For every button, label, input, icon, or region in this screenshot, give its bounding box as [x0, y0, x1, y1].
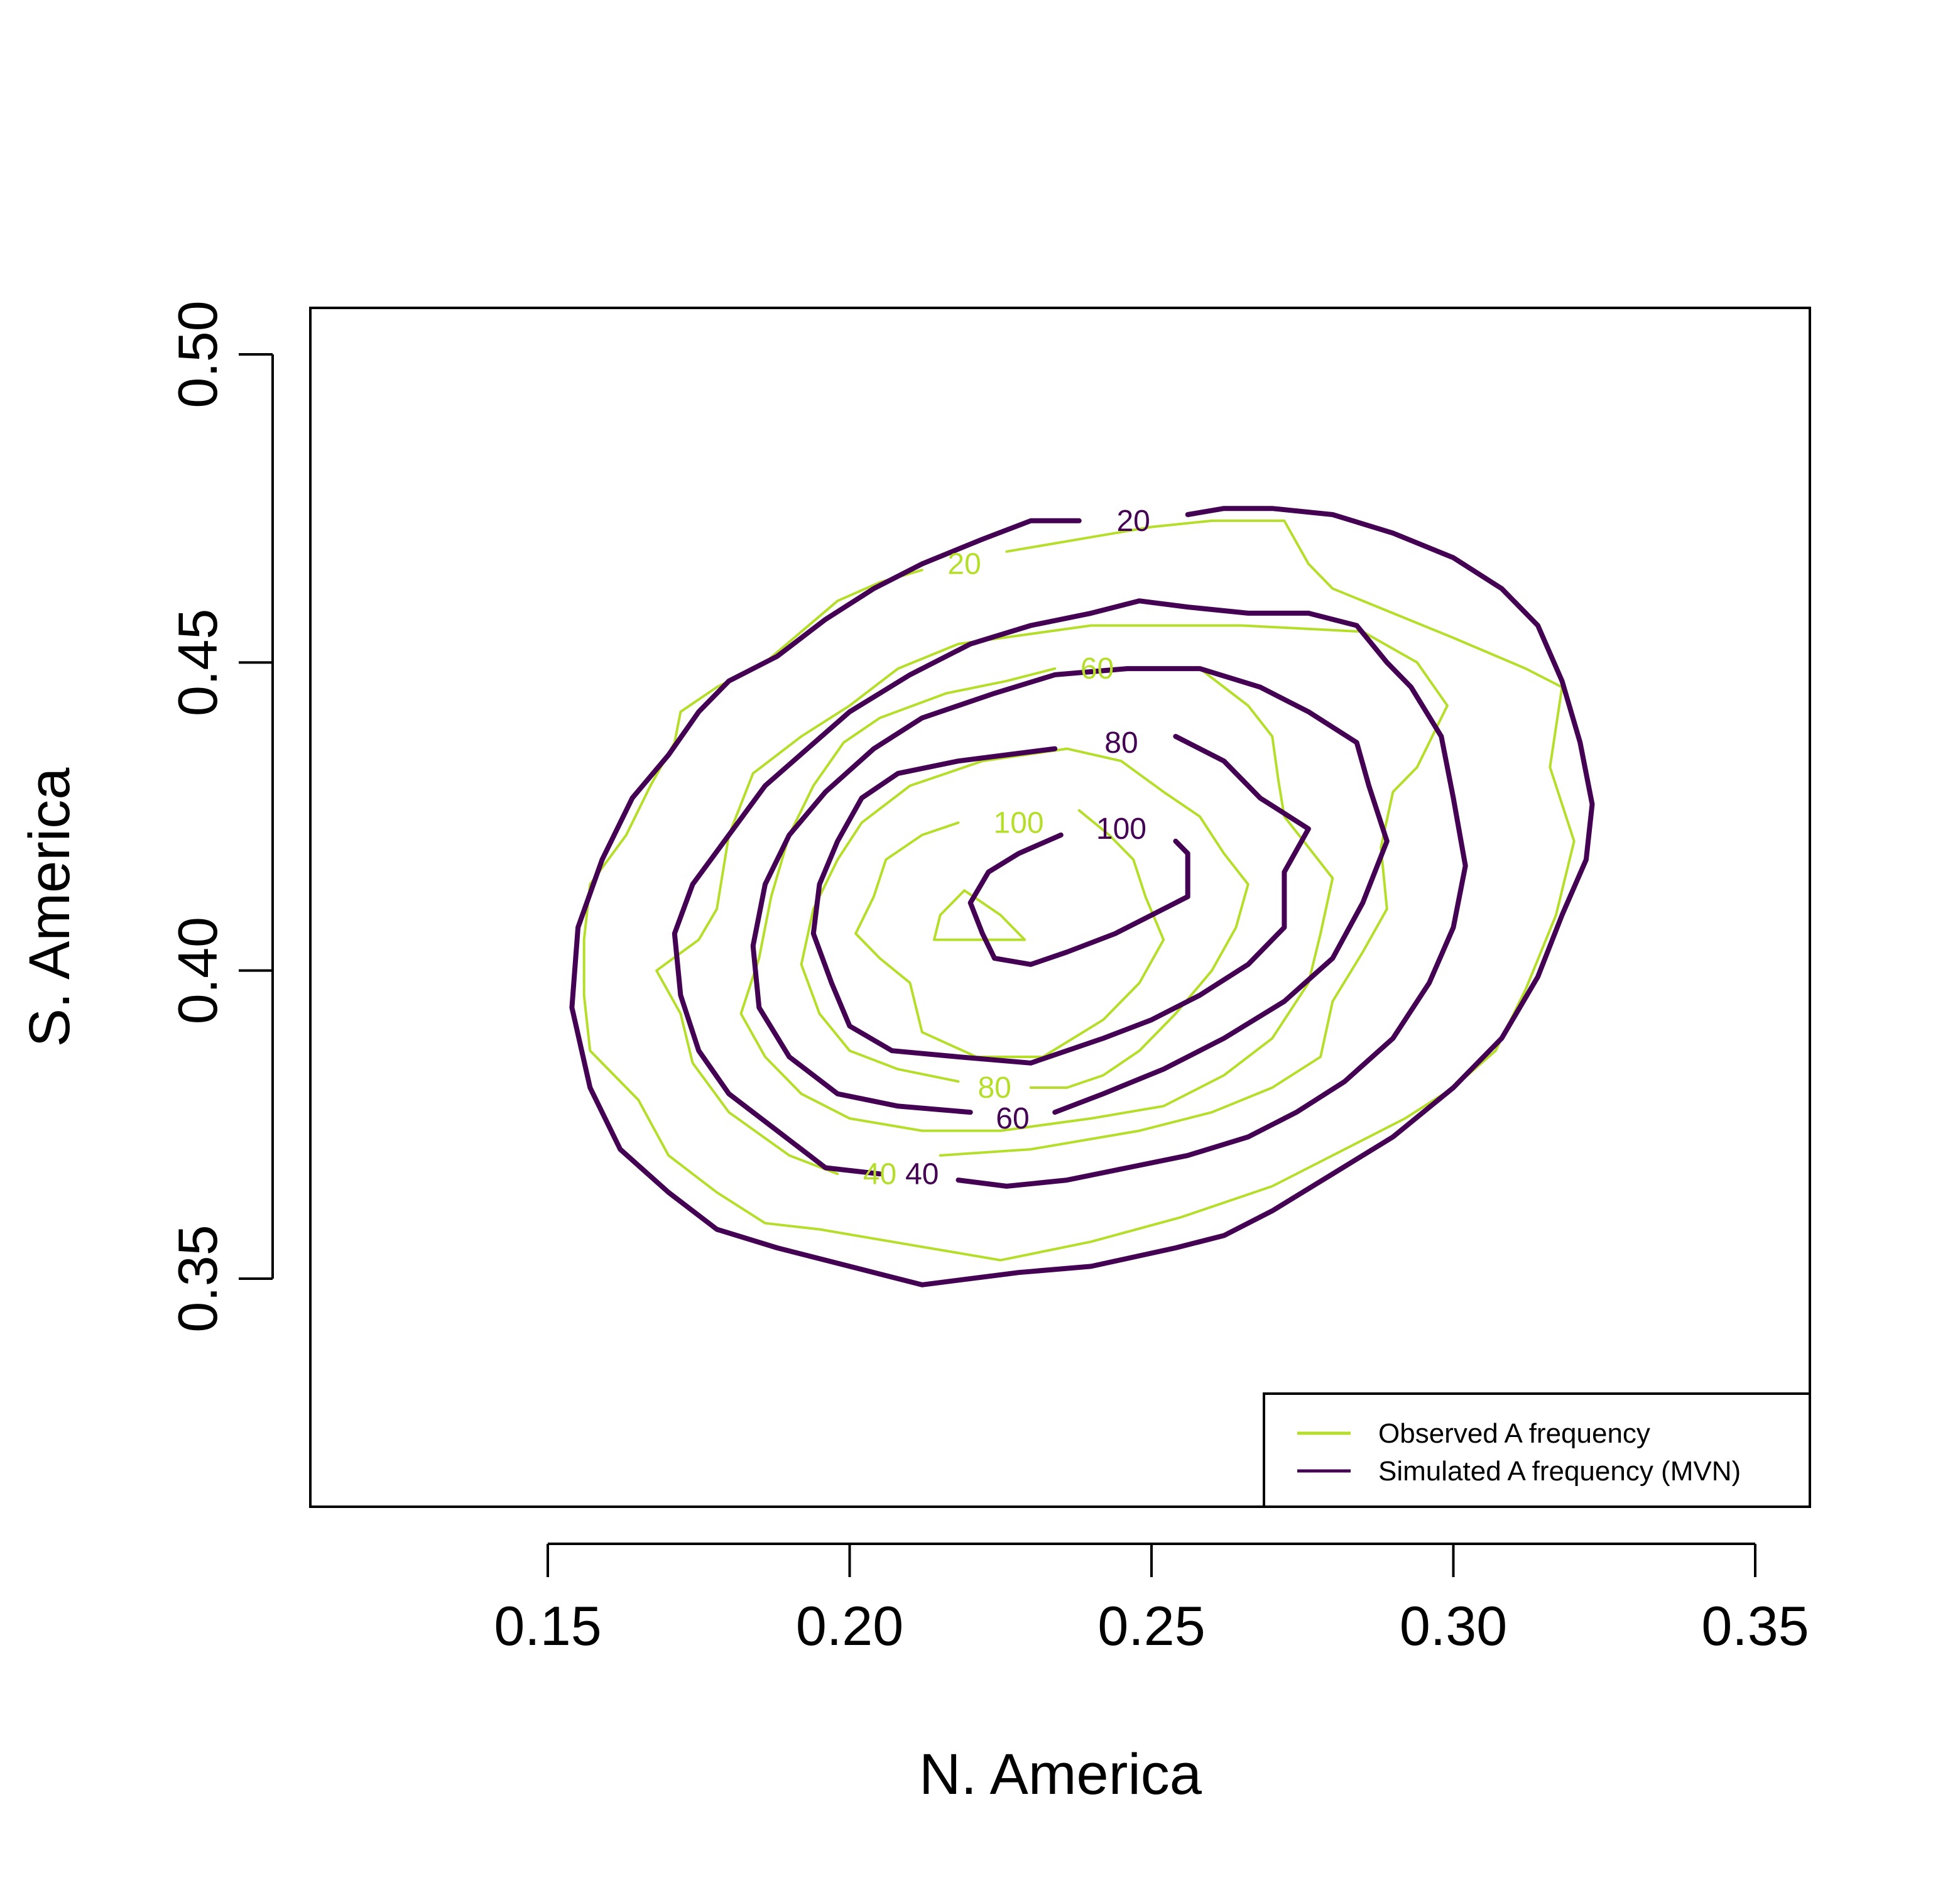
simulated-contour-label-3: 80	[1104, 726, 1138, 760]
x-tick-label-1: 0.20	[796, 1595, 903, 1657]
x-tick-label-0: 0.15	[494, 1595, 601, 1657]
legend-box	[1263, 1392, 1811, 1508]
simulated-contour-4	[967, 832, 1190, 967]
observed-contour-label-3: 80	[977, 1071, 1011, 1105]
observed-contour-label-1: 40	[863, 1157, 896, 1191]
x-tick-label-2: 0.25	[1097, 1595, 1205, 1657]
y-tick-label-3: 0.50	[166, 300, 229, 408]
simulated-contour-label-1: 40	[905, 1157, 939, 1191]
y-tick-label-0: 0.35	[166, 1225, 229, 1332]
plot-frame	[309, 307, 1811, 1508]
y-tick-label-1: 0.40	[166, 917, 229, 1024]
observed-contour-label-2: 60	[1081, 652, 1114, 686]
observed-contour-label-4: 100	[994, 806, 1044, 839]
observed-contour-0	[582, 519, 1576, 1262]
y-tick-label-2: 0.45	[166, 609, 229, 716]
x-tick-label-4: 0.35	[1701, 1595, 1809, 1657]
legend-label-simulated: Simulated A frequency (MVN)	[1378, 1456, 1741, 1487]
y-axis-title: S. America	[18, 767, 82, 1047]
legend: Observed A frequency Simulated A frequen…	[1263, 1392, 1811, 1508]
x-axis: 0.15 0.20 0.25 0.30 0.35	[494, 1543, 1809, 1657]
observed-contour-2	[739, 667, 1334, 1132]
y-axis: 0.35 0.40 0.45 0.50	[166, 300, 274, 1333]
simulated-contour-3	[810, 734, 1311, 1066]
simulated-contours	[569, 506, 1595, 1287]
simulated-contour-1	[672, 598, 1468, 1189]
observed-contour-1	[655, 624, 1449, 1176]
observed-contour-5	[933, 889, 1026, 941]
simulated-contour-label-0: 20	[1116, 505, 1150, 538]
observed-contour-label-0: 20	[947, 547, 981, 581]
x-tick-label-3: 0.30	[1400, 1595, 1507, 1657]
simulated-contour-label-2: 60	[996, 1102, 1029, 1135]
x-axis-title: N. America	[919, 1742, 1202, 1806]
observed-contour-3	[800, 747, 1250, 1089]
observed-contours	[582, 519, 1576, 1262]
simulated-contour-label-4: 100	[1096, 812, 1146, 846]
legend-label-observed: Observed A frequency	[1378, 1418, 1650, 1449]
simulated-contour-0	[569, 506, 1595, 1287]
simulated-contour-2	[750, 666, 1390, 1115]
